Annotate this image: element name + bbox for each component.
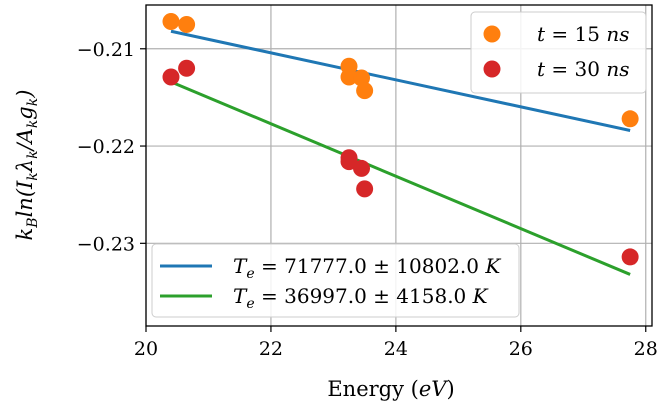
legend-label-fit-2: Te = 36997.0 ± 4158.0 K — [233, 284, 489, 312]
point-30ns — [356, 180, 374, 198]
ticks: 20 22 24 26 28 −0.21 −0.22 −0.23 — [77, 39, 658, 360]
legend-label-30ns: t = 30 ns — [537, 57, 629, 81]
fit-line-2 — [170, 80, 631, 276]
legend-label-15ns: t = 15 ns — [537, 22, 629, 46]
scatter-legend-box — [470, 11, 647, 94]
x-tick-label: 20 — [134, 338, 158, 360]
fit-lines — [170, 29, 631, 276]
legend-label-fit-1: Te = 71777.0 ± 10802.0 K — [233, 254, 501, 282]
y-tick-label: −0.21 — [77, 39, 135, 61]
fit-legend-box — [151, 243, 520, 318]
point-15ns — [621, 110, 639, 128]
point-30ns — [621, 248, 639, 266]
y-tick-label: −0.23 — [77, 233, 135, 255]
x-tick-label: 28 — [634, 338, 658, 360]
x-tick-label: 26 — [509, 338, 533, 360]
scatter-legend: t = 15 ns t = 30 ns — [470, 11, 647, 94]
point-30ns — [178, 59, 196, 77]
point-30ns — [340, 153, 358, 171]
point-15ns — [162, 13, 180, 31]
x-axis-label: Energy (eV) — [327, 377, 454, 401]
point-30ns — [162, 68, 180, 86]
point-15ns — [178, 15, 196, 33]
point-15ns — [356, 82, 374, 100]
fit-legend: Te = 71777.0 ± 10802.0 K Te = 36997.0 ± … — [151, 243, 520, 318]
data-points — [162, 13, 639, 266]
y-axis-label: kBln(Ikλk/Akgk) — [13, 90, 41, 241]
x-tick-label: 22 — [259, 338, 283, 360]
x-tick-label: 24 — [384, 338, 408, 360]
point-15ns — [340, 68, 358, 86]
fit-line-1 — [170, 29, 631, 132]
point-30ns — [353, 159, 371, 177]
y-tick-label: −0.22 — [77, 136, 135, 158]
legend-marker-30ns — [483, 60, 501, 78]
plot-frame — [145, 4, 653, 327]
legend-marker-15ns — [483, 25, 501, 43]
